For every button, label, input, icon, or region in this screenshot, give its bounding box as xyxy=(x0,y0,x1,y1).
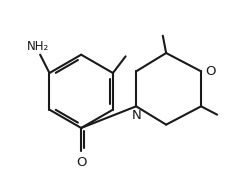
Text: N: N xyxy=(131,109,141,122)
Text: O: O xyxy=(205,65,216,78)
Text: O: O xyxy=(76,156,86,169)
Text: NH₂: NH₂ xyxy=(27,40,50,53)
